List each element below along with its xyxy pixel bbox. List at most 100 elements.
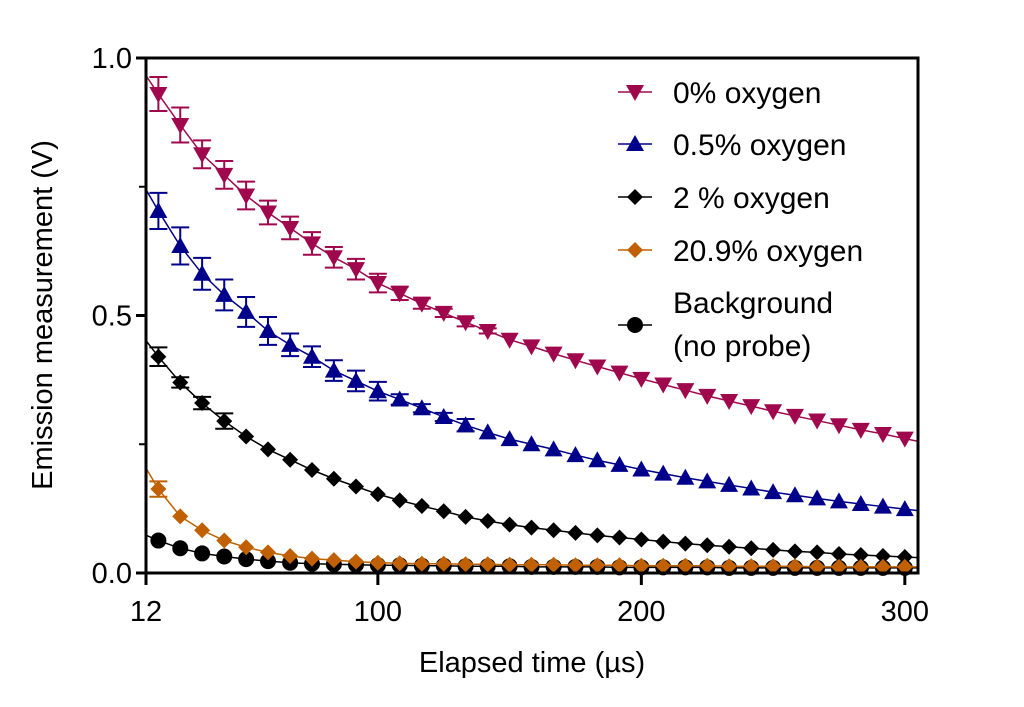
data-point xyxy=(215,285,234,302)
data-point xyxy=(742,479,761,496)
data-point xyxy=(851,494,870,511)
data-point xyxy=(457,508,474,525)
data-point xyxy=(655,533,672,550)
data-point xyxy=(216,413,233,430)
data-point xyxy=(413,555,430,572)
data-point xyxy=(588,359,607,376)
data-point xyxy=(238,428,255,445)
data-point xyxy=(676,468,695,485)
data-point xyxy=(194,545,211,562)
legend-label-background: Background xyxy=(673,287,833,320)
data-point xyxy=(282,451,299,468)
data-point xyxy=(522,339,541,356)
data-point xyxy=(589,557,606,574)
data-point xyxy=(172,508,189,525)
data-point xyxy=(258,205,277,222)
data-point xyxy=(698,472,717,489)
data-point xyxy=(632,460,651,477)
data-point xyxy=(325,470,342,487)
data-point xyxy=(150,348,167,365)
data-point xyxy=(611,557,628,574)
data-point xyxy=(809,558,826,575)
data-point xyxy=(567,524,584,541)
data-point xyxy=(456,416,475,433)
data-point xyxy=(434,305,453,322)
data-point xyxy=(171,117,190,134)
data-point xyxy=(567,557,584,574)
data-point xyxy=(830,558,847,575)
data-point xyxy=(172,374,189,391)
data-point xyxy=(632,371,651,388)
data-point xyxy=(655,557,672,574)
data-point xyxy=(324,361,343,378)
data-point xyxy=(764,404,783,421)
data-point xyxy=(545,556,562,573)
data-point xyxy=(873,426,892,443)
data-point xyxy=(324,250,343,267)
series-layer xyxy=(145,75,919,576)
data-point xyxy=(589,527,606,544)
data-point xyxy=(720,475,739,492)
legend: 0% oxygen 0.5% oxygen 2 % oxygen 20.9% o… xyxy=(618,77,863,363)
data-point xyxy=(522,435,541,452)
data-point xyxy=(785,486,804,503)
data-point xyxy=(413,498,430,515)
data-point xyxy=(677,535,694,552)
data-point xyxy=(391,492,408,509)
data-point xyxy=(786,558,803,575)
data-point xyxy=(412,399,431,416)
data-point xyxy=(743,540,760,557)
data-point xyxy=(896,558,913,575)
y-tick-label: 1.0 xyxy=(92,43,132,75)
data-point xyxy=(544,440,563,457)
data-point xyxy=(216,548,233,565)
data-point xyxy=(216,532,233,549)
data-point xyxy=(523,556,540,573)
data-point xyxy=(478,323,497,340)
data-point xyxy=(523,519,540,536)
data-point xyxy=(633,531,650,548)
data-point xyxy=(172,540,189,557)
data-point xyxy=(500,430,519,447)
data-point xyxy=(829,492,848,509)
data-point xyxy=(765,541,782,558)
data-point xyxy=(149,87,168,104)
data-point xyxy=(566,353,585,370)
data-point xyxy=(743,558,760,575)
data-point xyxy=(258,321,277,338)
series-1 xyxy=(145,189,919,517)
data-point xyxy=(851,422,870,439)
data-point xyxy=(895,500,914,517)
data-point xyxy=(610,365,629,382)
data-point xyxy=(721,538,738,555)
data-point xyxy=(237,188,256,205)
y-axis-title: Emission measurement (V) xyxy=(27,140,59,490)
data-point xyxy=(610,455,629,472)
data-point xyxy=(215,167,234,184)
legend-marker xyxy=(626,135,644,151)
data-point xyxy=(237,302,256,319)
data-point xyxy=(149,201,168,218)
data-point xyxy=(259,544,276,561)
x-axis-title: Elapsed time (µs) xyxy=(419,647,645,679)
data-point xyxy=(698,388,717,405)
data-point xyxy=(302,236,321,253)
data-point xyxy=(742,399,761,416)
x-tick-label: 300 xyxy=(881,596,929,628)
data-point xyxy=(325,552,342,569)
data-point xyxy=(346,262,365,279)
data-point xyxy=(478,423,497,440)
data-point xyxy=(479,556,496,573)
data-point xyxy=(150,481,167,498)
series-2 xyxy=(145,340,919,566)
series-4 xyxy=(145,467,918,575)
data-point xyxy=(303,462,320,478)
legend-label-0-5pct: 0.5% oxygen xyxy=(673,129,846,162)
x-tick-label: 200 xyxy=(617,596,665,628)
data-point xyxy=(457,556,474,573)
data-point xyxy=(150,532,167,549)
axes: 0.0 0.5 1.0 12 100 200 300 xyxy=(92,43,929,628)
data-point xyxy=(259,441,276,458)
data-point xyxy=(346,371,365,388)
